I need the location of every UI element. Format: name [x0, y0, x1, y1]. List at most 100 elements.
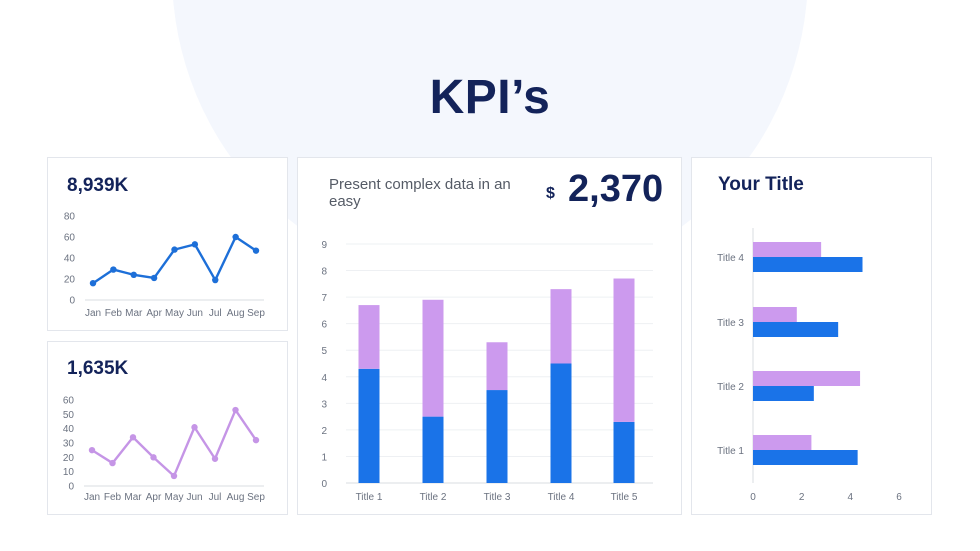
y-tick-label: 40: [64, 254, 76, 265]
data-point: [150, 454, 157, 461]
x-tick-label: 0: [750, 492, 756, 503]
y-tick-label: 4: [321, 373, 327, 384]
x-tick-label: Title 2: [420, 492, 447, 503]
x-tick-label: Aug: [227, 308, 245, 319]
data-point: [252, 247, 260, 254]
y-tick-label: 0: [68, 482, 74, 493]
series-line: [92, 235, 257, 285]
hbar-purple: [753, 371, 861, 386]
data-point: [212, 276, 219, 284]
data-point: [129, 434, 137, 441]
x-tick-label: Apr: [146, 492, 162, 503]
hbar-purple: [753, 307, 797, 322]
x-tick-label: Jul: [209, 308, 222, 319]
kpi-value-1: 8,939K: [67, 175, 129, 196]
page-title: KPI’s: [429, 71, 551, 124]
line-chart-2: 0 10 20 30 40 50 60 Jan Feb Mar Apr May Jun Jul Aug Sep: [63, 396, 265, 504]
x-tick-label: Aug: [227, 492, 245, 503]
x-tick-label: Jun: [187, 308, 203, 319]
x-tick-label: Jan: [85, 308, 101, 319]
y-tick-label: 20: [64, 275, 76, 286]
x-tick-label: May: [165, 308, 184, 319]
bar-segment-bottom: [550, 363, 572, 483]
x-tick-label: 6: [896, 492, 902, 503]
line-chart-card-1: 8,939K 0 20 40 60 80 Jan Feb Mar Apr May Jun Jul Aug…: [47, 157, 288, 331]
y-tick-label: 20: [63, 453, 75, 464]
x-tick-label: Apr: [146, 308, 162, 319]
data-point: [232, 233, 239, 241]
hbar-blue: [753, 450, 858, 465]
series-line: [91, 408, 257, 478]
data-point: [89, 280, 97, 287]
y-tick-label: 7: [321, 293, 327, 304]
bar-segment-top: [486, 342, 508, 391]
y-tick-label: 40: [63, 424, 75, 435]
bar-segment-bottom: [358, 368, 380, 483]
bar-segment-top: [358, 305, 380, 369]
x-tick-label: Jul: [209, 492, 222, 503]
data-point: [130, 271, 137, 278]
y-tick-label: 1: [321, 452, 327, 463]
bar-segment-bottom: [613, 421, 635, 483]
hbar-blue: [753, 322, 839, 337]
y-tick-label: 2: [321, 426, 327, 437]
data-point: [252, 436, 260, 444]
hbar-purple: [753, 242, 822, 257]
y-tick-label: 60: [64, 233, 76, 244]
y-tick-label: 30: [63, 439, 75, 450]
x-tick-label: Jun: [186, 492, 202, 503]
bar-segment-bottom: [486, 390, 508, 483]
hbar-chart-card: Your Title 0 2 4 6 Title 1 Title 2 Title 3 Titl…: [691, 157, 932, 515]
hbar-blue: [753, 386, 814, 401]
hbar-card-title: Your Title: [718, 174, 804, 195]
data-point: [150, 274, 158, 282]
stacked-bar-chart: 0 1 2 3 4 5 6 7 8 9 Title 1 Title 2 Title 3 Title 4 Ti…: [321, 240, 653, 503]
y-tick-label: 5: [321, 346, 327, 357]
data-point: [171, 246, 178, 253]
data-point: [211, 455, 219, 462]
y-tick-label: 80: [64, 212, 76, 223]
x-tick-label: Mar: [124, 492, 142, 503]
x-tick-label: Jan: [84, 492, 100, 503]
y-tick-label: 9: [321, 240, 327, 251]
x-tick-label: Sep: [247, 492, 265, 503]
y-tick-label: 60: [63, 396, 75, 407]
hbar-purple: [753, 435, 812, 450]
x-tick-label: Feb: [105, 308, 123, 319]
x-tick-label: 2: [799, 492, 805, 503]
bar-segment-bottom: [422, 416, 444, 483]
line-chart-card-2: 1,635K 0 10 20 30 40 50 60 Jan Feb Mar Apr May Jun Ju…: [47, 341, 288, 515]
y-tick-label: 3: [321, 399, 327, 410]
bar-card-value: 2,370: [568, 168, 664, 210]
x-tick-label: Feb: [104, 492, 122, 503]
data-point: [110, 266, 117, 273]
bar-card-description: Present complex data in an easy: [329, 176, 511, 210]
data-point: [191, 241, 199, 248]
y-tick-label: 6: [321, 320, 327, 331]
y-tick-label: 0: [321, 479, 327, 490]
y-tick-label: 0: [69, 296, 75, 307]
y-tick-label: Title 1: [717, 446, 744, 457]
data-point: [191, 424, 198, 431]
line-chart-1: 0 20 40 60 80 Jan Feb Mar Apr May Jun Jul Aug Sep: [64, 212, 265, 320]
horizontal-bar-chart: 0 2 4 6 Title 1 Title 2 Title 3 Title 4: [717, 228, 902, 503]
bar-segment-top: [422, 299, 444, 417]
y-tick-label: 8: [321, 267, 327, 278]
data-point: [88, 446, 96, 454]
x-tick-label: Title 1: [356, 492, 383, 503]
x-tick-label: May: [165, 492, 184, 503]
y-tick-label: Title 4: [717, 253, 744, 264]
x-tick-label: Title 4: [548, 492, 575, 503]
y-tick-label: Title 3: [717, 318, 744, 329]
bar-segment-top: [550, 289, 572, 364]
y-tick-label: 10: [63, 467, 75, 478]
bar-segment-top: [613, 278, 635, 422]
kpi-value-2: 1,635K: [67, 358, 129, 379]
x-tick-label: Mar: [125, 308, 143, 319]
currency-symbol: $: [546, 185, 555, 202]
x-tick-label: Title 5: [611, 492, 638, 503]
x-tick-label: Sep: [247, 308, 265, 319]
data-point: [170, 472, 178, 480]
y-tick-label: Title 2: [717, 382, 744, 393]
x-tick-label: Title 3: [484, 492, 511, 503]
